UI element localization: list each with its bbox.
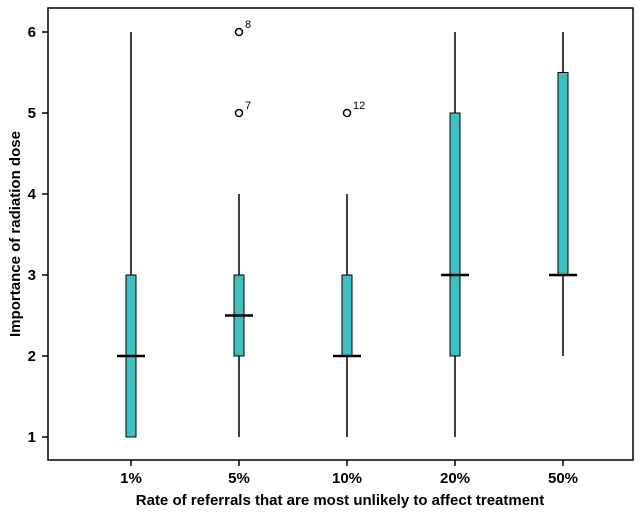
outlier-label: 8 xyxy=(245,19,251,31)
x-tick-label: 50% xyxy=(548,470,578,487)
outlier-point xyxy=(342,108,352,118)
box-3 xyxy=(441,32,469,437)
box-iqr xyxy=(557,72,569,276)
x-tick-label: 1% xyxy=(120,470,142,487)
outlier-point xyxy=(234,27,244,37)
y-tick-label: 3 xyxy=(28,267,36,284)
y-axis: 1 2 3 4 5 6 xyxy=(28,24,48,446)
y-tick-label: 4 xyxy=(28,186,37,203)
x-axis: 1% 5% 10% 20% 50% xyxy=(120,460,578,487)
box-4 xyxy=(549,32,577,356)
box-1: 78 xyxy=(225,19,253,437)
box-iqr xyxy=(449,112,461,357)
x-axis-title: Rate of referrals that are most unlikely… xyxy=(136,492,544,509)
outlier-point xyxy=(234,108,244,118)
box-2: 12 xyxy=(333,100,365,437)
outlier-label: 7 xyxy=(245,100,251,112)
y-tick-label: 1 xyxy=(28,429,36,446)
y-tick-label: 5 xyxy=(28,105,36,122)
box-0 xyxy=(117,32,145,438)
x-tick-label: 20% xyxy=(440,470,470,487)
y-tick-label: 2 xyxy=(28,348,36,365)
plot-frame xyxy=(47,7,634,461)
outlier-label: 12 xyxy=(353,100,365,112)
x-tick-label: 5% xyxy=(228,470,250,487)
x-tick-label: 10% xyxy=(332,470,362,487)
box-iqr xyxy=(341,274,353,357)
y-axis-title: Importance of radiation dose xyxy=(7,131,24,337)
y-tick-label: 6 xyxy=(28,24,36,41)
